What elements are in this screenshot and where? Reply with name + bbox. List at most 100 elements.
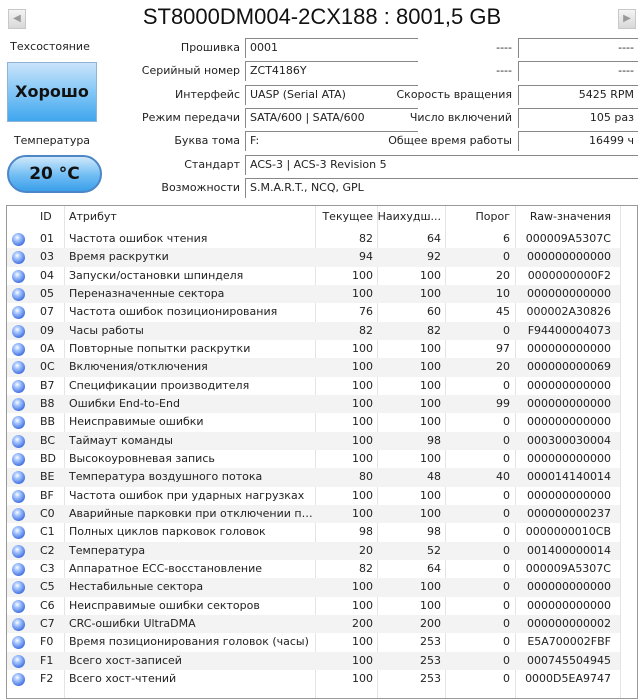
cell-attribute: Температура воздушного потока: [69, 470, 263, 484]
cell-threshold: 20: [496, 268, 510, 282]
power_hours-label: Общее время работы: [388, 134, 512, 148]
blue-circle-icon: [12, 654, 25, 668]
cell-id: C0: [40, 506, 55, 520]
table-row[interactable]: BD Высокоуровневая запись 100 100 0 000000000…: [7, 450, 620, 468]
table-row[interactable]: C5 Нестабильные сектора 100 100 0 00000000000…: [7, 578, 620, 597]
temperature-label: Температура: [13, 134, 91, 147]
col-threshold[interactable]: Порог: [475, 210, 511, 223]
table-row[interactable]: BE Температура воздушного потока 80 48 40 000…: [7, 468, 620, 487]
cell-current: 100: [352, 598, 373, 612]
cell-current: 100: [352, 580, 373, 594]
table-row[interactable]: C0 Аварийные парковки при отключении пи..…: [7, 504, 620, 524]
cell-worst: 200: [420, 616, 441, 630]
cell-attribute: Нестабильные сектора: [69, 580, 204, 594]
table-row[interactable]: C6 Неисправимые ошибки секторов 100 100 0 000…: [7, 597, 620, 615]
table-row[interactable]: B7 Спецификации производителя 100 100 0 00000…: [7, 377, 620, 395]
table-row[interactable]: 05 Переназначенные сектора 100 100 10 0000000…: [7, 284, 620, 304]
cell-id: C6: [40, 598, 55, 612]
cell-current: 82: [359, 561, 373, 575]
col-attribute[interactable]: Атрибут: [69, 210, 117, 223]
cell-threshold: 0: [503, 653, 510, 667]
cell-current: 76: [359, 305, 373, 319]
cell-current: 100: [352, 415, 373, 429]
cell-worst: 98: [427, 433, 441, 447]
blue-circle-icon: [12, 489, 25, 503]
cell-threshold: 97: [496, 341, 510, 355]
interface-field: UASP (Serial ATA): [245, 84, 418, 105]
blue-circle-icon: [12, 672, 25, 686]
cell-current: 100: [352, 671, 373, 685]
table-row[interactable]: B8 Ошибки End-to-End 100 100 99 000000000000: [7, 394, 620, 414]
table-row[interactable]: BC Таймаут команды 100 98 0 000300030004: [7, 431, 620, 450]
cell-attribute: Время позиционирования головок (часы): [69, 635, 309, 649]
cell-worst: 52: [427, 543, 441, 557]
blue-circle-icon: [12, 397, 25, 411]
blue-circle-icon: [12, 379, 25, 393]
table-row[interactable]: 03 Время раскрутки 94 92 0 000000000000: [7, 248, 620, 267]
drive_letter-field: F:: [245, 131, 418, 152]
transfer-label: Режим передачи: [142, 110, 240, 124]
table-row[interactable]: C1 Полных циклов парковок головок 98 98 0 000…: [7, 523, 620, 541]
col-current[interactable]: Текущее: [322, 210, 373, 223]
cell-threshold: 45: [496, 305, 510, 319]
cell-id: C1: [40, 525, 55, 539]
cell-raw: 000000000000: [527, 396, 611, 410]
cell-id: 04: [40, 268, 54, 282]
blue-circle-icon: [12, 324, 25, 338]
cell-worst: 48: [427, 470, 441, 484]
prev-disk-button[interactable]: ◀: [8, 9, 26, 29]
cell-attribute: Всего хост-чтений: [69, 671, 177, 685]
power_count-label: Число включений: [409, 110, 512, 124]
table-row[interactable]: F1 Всего хост-записей 100 253 0 000745504945: [7, 651, 620, 670]
table-row[interactable]: C2 Температура 20 52 0 001400000014: [7, 541, 620, 560]
cell-current: 100: [352, 488, 373, 502]
rotation-field: 5425 RPM: [518, 84, 638, 105]
cell-current: 80: [359, 470, 373, 484]
r2-label: ----: [496, 64, 512, 78]
cell-id: BF: [40, 488, 54, 502]
cell-threshold: 0: [503, 433, 510, 447]
table-row[interactable]: C3 Аппаратное ECC-восстановление 82 64 0 0000…: [7, 560, 620, 578]
cell-threshold: 0: [503, 488, 510, 502]
table-row[interactable]: BF Частота ошибок при ударных нагрузках 10…: [7, 487, 620, 505]
cell-raw: 000014140014: [527, 470, 611, 484]
col-id[interactable]: ID: [40, 210, 52, 223]
table-row[interactable]: 07 Частота ошибок позиционирования 76 60 45 0…: [7, 303, 620, 321]
next-disk-button[interactable]: ▶: [618, 9, 636, 29]
table-row[interactable]: BB Неисправимые ошибки 100 100 0 000000000000: [7, 413, 620, 431]
cell-current: 100: [352, 433, 373, 447]
col-raw[interactable]: Raw-значения: [529, 210, 611, 223]
temperature-button[interactable]: 20 °C: [7, 155, 102, 193]
cell-raw: 000009A5307C: [525, 232, 611, 245]
cell-raw: 000000000237: [527, 506, 611, 520]
table-row[interactable]: 04 Запуски/остановки шпинделя 100 100 20 0000…: [7, 267, 620, 285]
table-row[interactable]: 0C Включения/отключения 100 100 20 0000000000…: [7, 358, 620, 377]
cell-attribute: Таймаут команды: [69, 433, 173, 447]
table-row[interactable]: 0A Повторные попытки раскрутки 100 100 97 000…: [7, 340, 620, 358]
table-row[interactable]: 09 Часы работы 82 82 0 F94400004073: [7, 321, 620, 340]
cell-raw: 000000000000: [527, 286, 611, 300]
table-row[interactable]: F0 Время позиционирования головок (часы) 1…: [7, 633, 620, 651]
health-status-button[interactable]: Хорошо: [7, 62, 97, 122]
cell-worst: 64: [427, 561, 441, 575]
cell-attribute: CRC-ошибки UltraDMA: [69, 616, 196, 630]
blue-circle-icon: [12, 617, 25, 631]
col-worst[interactable]: Наихудш...: [377, 210, 441, 223]
cell-raw: 000300030004: [527, 433, 611, 447]
cell-current: 82: [359, 323, 373, 337]
cell-threshold: 0: [503, 616, 510, 630]
blue-circle-icon: [12, 581, 25, 595]
blue-circle-icon: [12, 507, 25, 521]
cell-current: 94: [359, 250, 373, 264]
cell-current: 100: [352, 378, 373, 392]
transfer-field: SATA/600 | SATA/600: [245, 107, 418, 128]
cell-attribute: Неисправимые ошибки секторов: [69, 598, 260, 612]
table-row[interactable]: 01 Частота ошибок чтения 82 64 6 000009A5307C: [7, 230, 620, 248]
table-row[interactable]: F2 Всего хост-чтений 100 253 0 0000D5EA9747: [7, 670, 620, 688]
cell-id: B7: [40, 378, 55, 392]
table-row[interactable]: C7 CRC-ошибки UltraDMA 200 200 0 000000000002: [7, 614, 620, 634]
cell-worst: 100: [420, 598, 441, 612]
cell-id: 07: [40, 305, 54, 319]
cell-threshold: 0: [503, 323, 510, 337]
cell-threshold: 0: [503, 671, 510, 685]
